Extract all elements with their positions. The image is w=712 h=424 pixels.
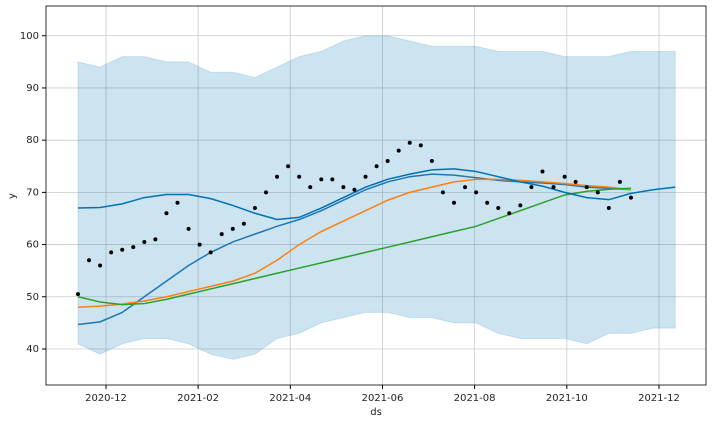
data-point	[573, 179, 578, 184]
y-axis-label: y	[7, 193, 18, 199]
data-point	[208, 250, 213, 255]
data-point	[120, 247, 125, 252]
data-point	[153, 237, 158, 242]
data-point	[297, 174, 302, 179]
data-point	[529, 185, 534, 190]
x-tick-label: 2020-12	[85, 393, 127, 404]
uncertainty-band	[77, 35, 676, 360]
data-point	[595, 190, 600, 195]
data-point	[385, 159, 390, 164]
data-point	[418, 143, 423, 148]
x-axis-label: ds	[370, 407, 382, 418]
line	[77, 187, 631, 306]
line	[77, 178, 632, 308]
data-point	[186, 226, 191, 231]
data-point	[363, 174, 368, 179]
y-tick-label: 50	[26, 292, 39, 303]
data-point	[628, 195, 633, 200]
y-tick-label: 90	[26, 83, 39, 94]
x-tick-label: 2021-04	[269, 393, 311, 404]
data-point	[131, 245, 136, 250]
data-point	[496, 206, 501, 211]
data-point	[197, 242, 202, 247]
data-point	[341, 185, 346, 190]
data-point	[463, 185, 468, 190]
x-tick-label: 2021-12	[638, 393, 680, 404]
data-point	[275, 174, 280, 179]
data-point	[440, 190, 445, 195]
data-point	[352, 187, 357, 192]
data-point	[164, 211, 169, 216]
data-point	[330, 177, 335, 182]
data-point	[142, 239, 147, 244]
data-point	[308, 185, 313, 190]
data-point	[584, 185, 589, 190]
data-point	[562, 174, 567, 179]
y-tick-label: 70	[26, 187, 39, 198]
data-point	[75, 292, 80, 297]
data-point	[252, 206, 257, 211]
data-point	[474, 190, 479, 195]
data-point	[286, 164, 291, 169]
data-point	[98, 263, 103, 268]
y-tick-label: 40	[26, 344, 39, 355]
line	[77, 168, 676, 221]
data-point	[319, 177, 324, 182]
data-point	[241, 221, 246, 226]
plot-frame	[45, 5, 707, 386]
data-point	[87, 258, 92, 263]
x-tick-label: 2021-06	[362, 393, 404, 404]
data-point	[396, 148, 401, 153]
data-point	[109, 250, 114, 255]
y-tick-label: 80	[26, 135, 39, 146]
data-point	[617, 179, 622, 184]
y-tick-label: 60	[26, 240, 39, 251]
data-point	[230, 226, 235, 231]
data-point	[407, 140, 412, 145]
data-point	[263, 190, 268, 195]
data-point	[551, 185, 556, 190]
data-point	[485, 200, 490, 205]
line	[77, 173, 632, 326]
x-tick-label: 2021-10	[546, 393, 588, 404]
x-tick-label: 2021-02	[177, 393, 219, 404]
data-point	[606, 206, 611, 211]
data-point	[452, 200, 456, 205]
data-point	[540, 169, 545, 174]
data-point	[219, 232, 224, 237]
data-point	[374, 164, 379, 169]
x-tick-label: 2021-08	[454, 393, 496, 404]
data-point	[518, 203, 523, 208]
data-point	[507, 211, 512, 216]
data-point	[429, 159, 434, 164]
data-point	[175, 200, 180, 205]
y-tick-label: 100	[20, 31, 39, 42]
